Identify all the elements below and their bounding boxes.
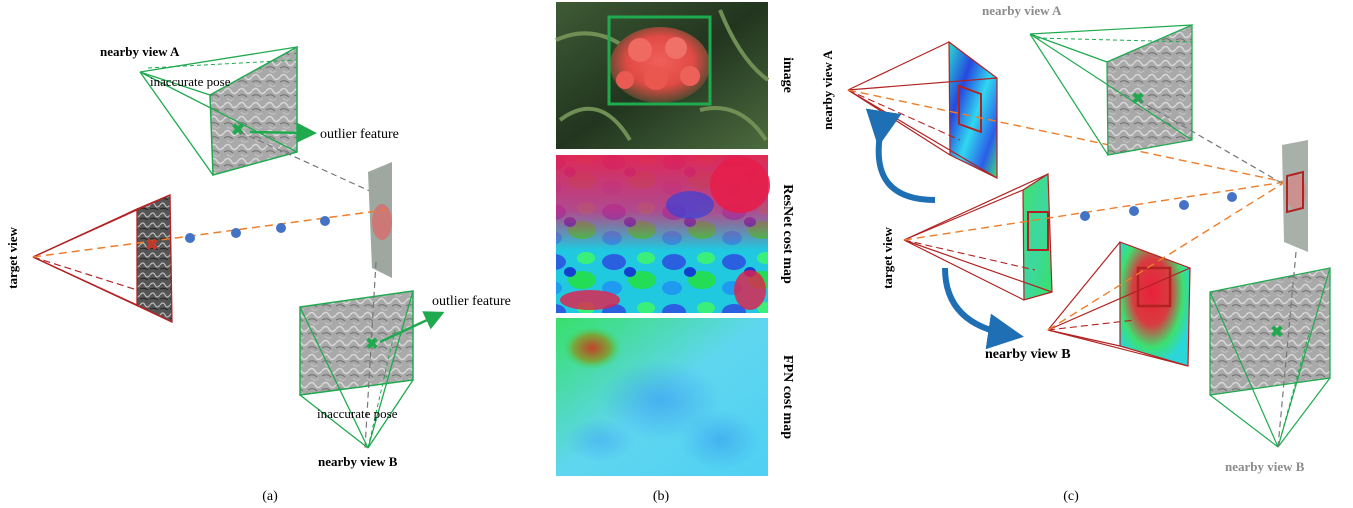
panel-b: image ResNet cost map FPN cost map (b) (555, 2, 795, 504)
panel-a-target-view-label: target view (5, 227, 20, 289)
outlier-arrow-bottom (379, 311, 445, 344)
curved-arrow-bottom (942, 267, 1024, 350)
panel-c-projection-line-b (1277, 251, 1297, 448)
outlier-arrow-top (249, 122, 317, 143)
panel-a: nearby view A inaccurate pose ✖ outlier … (5, 44, 511, 504)
panel-c-cross-a: ✖ (1131, 91, 1144, 108)
outlier-feature-top-label: outlier feature (320, 127, 399, 142)
panel-c-nearby-view-b-gray-label: nearby view B (1225, 459, 1305, 474)
panel-a-inaccurate-pose-top: inaccurate pose (150, 74, 231, 89)
panel-c-reference-image (1282, 140, 1308, 252)
ray-line-a (32, 209, 386, 258)
caption-c: (c) (1063, 489, 1079, 504)
projection-line-b (364, 261, 377, 449)
outlier-cross-a: ✖ (231, 122, 244, 139)
ray-line-c-b (1047, 181, 1286, 331)
resnet-cost-map (556, 155, 770, 313)
target-view-frustum (32, 194, 173, 324)
fpn-cost-map-label: FPN cost map (780, 355, 795, 439)
panel-c-nearby-view-a-frustum (847, 40, 998, 179)
panel-a-nearby-view-b-label: nearby view B (318, 454, 398, 469)
panel-c-projection-line-a (1137, 99, 1286, 186)
source-image (555, 2, 770, 149)
ray-sample-dots-a (185, 216, 330, 243)
fpn-cost-map (556, 318, 768, 476)
reference-flower-image-a (368, 162, 392, 278)
ray-line-c-a (847, 89, 1286, 183)
ray-sample-dots-c (1080, 192, 1237, 221)
image-label: image (780, 57, 795, 93)
resnet-cost-map-label: ResNet cost map (780, 184, 795, 284)
panel-c: nearby view A target view nearby view B (820, 3, 1331, 504)
outlier-cross-b: ✖ (365, 336, 378, 353)
caption-a: (a) (262, 489, 278, 504)
caption-b: (b) (653, 489, 670, 504)
target-cross-a: ✖ (145, 237, 158, 254)
outlier-feature-bottom-label: outlier feature (432, 294, 511, 309)
panel-a-inaccurate-pose-bottom: inaccurate pose (317, 406, 398, 421)
ray-line-c-target (903, 181, 1286, 241)
projection-line-a (239, 131, 373, 193)
panel-c-cross-b: ✖ (1270, 324, 1283, 341)
nearby-view-a-frustum (139, 45, 298, 176)
panel-c-nearby-view-b-gray-frustum (1209, 267, 1331, 448)
panel-c-target-view-label: target view (880, 227, 895, 289)
panel-a-nearby-view-a-label: nearby view A (100, 44, 180, 59)
panel-c-nearby-view-a-top-label: nearby view A (982, 3, 1062, 18)
panel-c-nearby-view-b-frustum (1047, 241, 1191, 367)
panel-c-nearby-view-a-gray-frustum (1029, 24, 1193, 156)
panel-c-target-view-frustum (903, 172, 1053, 301)
panel-c-nearby-view-a-left-label: nearby view A (820, 50, 835, 130)
nearby-view-b-frustum (299, 290, 414, 449)
panel-c-nearby-view-b-label: nearby view B (985, 347, 1071, 362)
curved-arrow-top (865, 108, 936, 203)
